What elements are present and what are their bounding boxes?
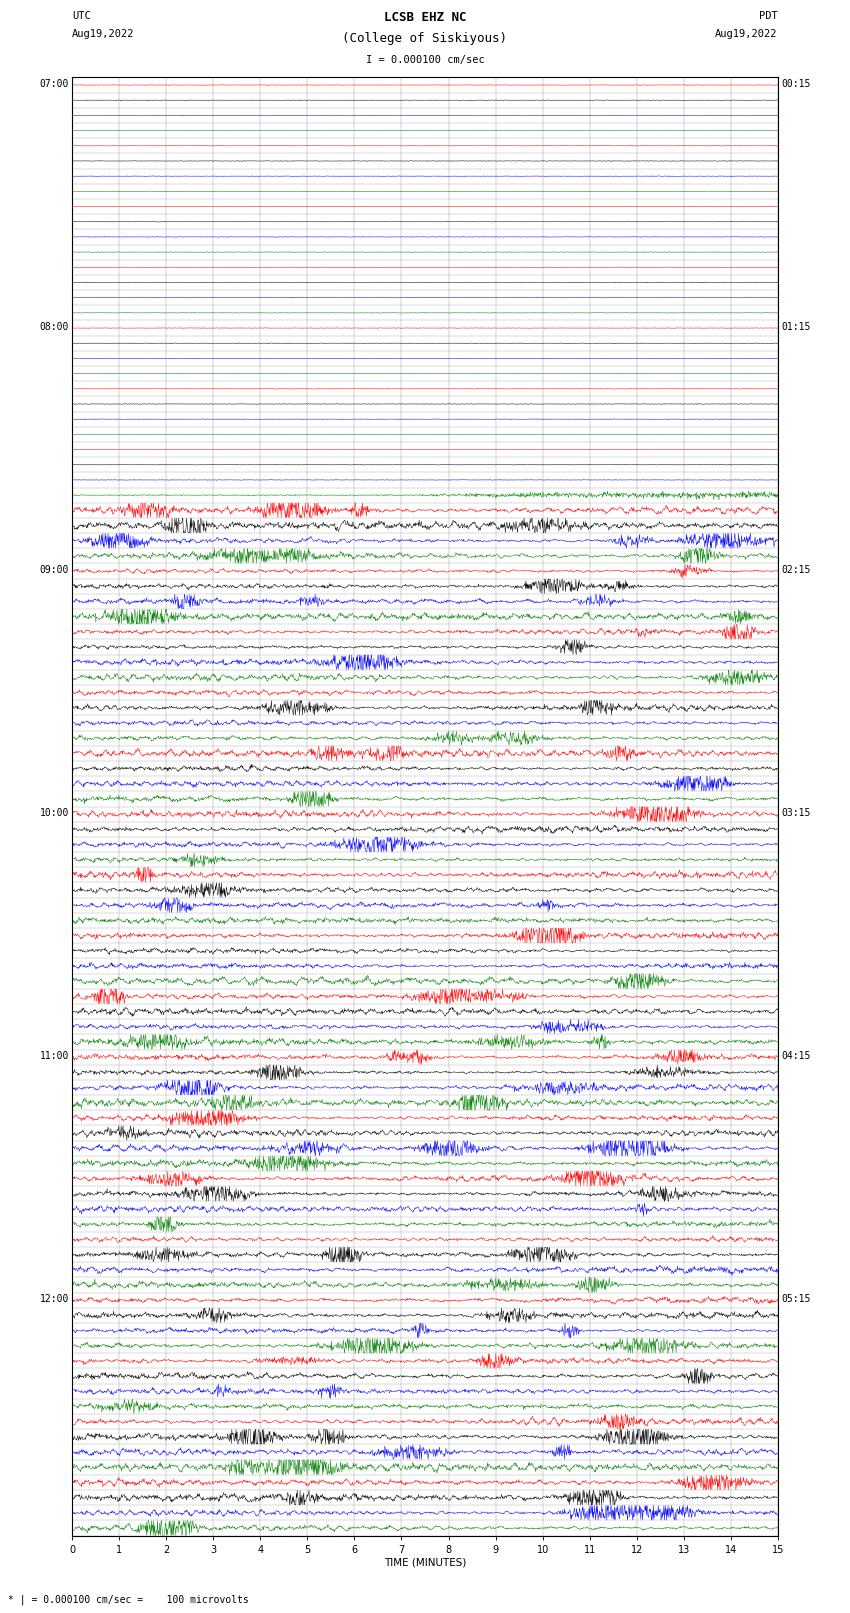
Text: Aug19,2022: Aug19,2022 bbox=[715, 29, 778, 39]
Text: 11:00: 11:00 bbox=[39, 1052, 69, 1061]
Text: 12:00: 12:00 bbox=[39, 1294, 69, 1303]
Text: 02:15: 02:15 bbox=[781, 565, 811, 574]
Text: 09:00: 09:00 bbox=[39, 565, 69, 574]
X-axis label: TIME (MINUTES): TIME (MINUTES) bbox=[384, 1558, 466, 1568]
Text: LCSB EHZ NC: LCSB EHZ NC bbox=[383, 11, 467, 24]
Text: 08:00: 08:00 bbox=[39, 323, 69, 332]
Text: 03:15: 03:15 bbox=[781, 808, 811, 818]
Text: UTC: UTC bbox=[72, 11, 91, 21]
Text: 04:15: 04:15 bbox=[781, 1052, 811, 1061]
Text: Aug19,2022: Aug19,2022 bbox=[72, 29, 135, 39]
Text: 01:15: 01:15 bbox=[781, 323, 811, 332]
Text: 07:00: 07:00 bbox=[39, 79, 69, 89]
Text: 05:15: 05:15 bbox=[781, 1294, 811, 1303]
Text: * | = 0.000100 cm/sec =    100 microvolts: * | = 0.000100 cm/sec = 100 microvolts bbox=[8, 1594, 249, 1605]
Text: PDT: PDT bbox=[759, 11, 778, 21]
Text: (College of Siskiyous): (College of Siskiyous) bbox=[343, 32, 507, 45]
Text: 10:00: 10:00 bbox=[39, 808, 69, 818]
Text: 00:15: 00:15 bbox=[781, 79, 811, 89]
Text: I = 0.000100 cm/sec: I = 0.000100 cm/sec bbox=[366, 55, 484, 65]
